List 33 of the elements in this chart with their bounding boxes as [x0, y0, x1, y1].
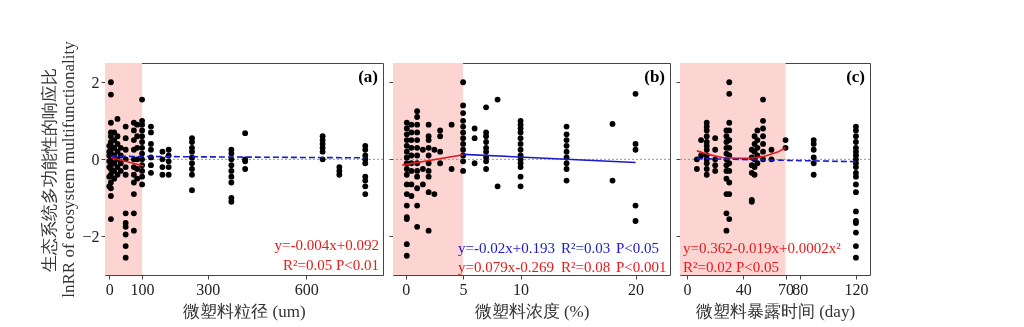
x-tick-label: 5 — [459, 280, 468, 298]
annotation: R²=0.02 P<0.05 — [683, 259, 780, 275]
annotation: R²=0.05 P<0.01 — [282, 257, 379, 273]
annotation: (c) — [846, 67, 865, 86]
x-tick-label: 600 — [294, 280, 319, 298]
annotation: R²=0.03 — [561, 240, 611, 256]
x-tick-label: 0 — [683, 280, 692, 298]
annotation: R²=0.08 — [561, 259, 611, 275]
annotation: y=-0.004x+0.092 — [274, 237, 379, 253]
y-axis-title: 生态系统多功能性的响应比 lnRR of ecosystem multifunctionality — [40, 40, 79, 298]
annotation: (a) — [358, 67, 378, 86]
x-axis-title: 微塑料浓度 (%) — [474, 301, 590, 321]
x-tick-label: 0 — [105, 280, 114, 298]
x-tick-label: 10 — [513, 280, 530, 298]
x-tick-label: 0 — [402, 280, 411, 298]
y-tick-label: −2 — [82, 227, 100, 245]
annotation: (b) — [644, 67, 665, 86]
annotation: y=0.079x-0.269 — [458, 259, 554, 275]
y-tick-label: 0 — [91, 150, 100, 168]
x-tick-label: 70 — [778, 280, 795, 298]
annotation: y=0.362-0.019x+0.0002x² — [683, 240, 842, 256]
y-tick-label: 2 — [91, 73, 100, 91]
x-tick-label: 20 — [628, 280, 645, 298]
x-tick-label: 120 — [844, 280, 869, 298]
annotation: y=-0.02x+0.193 — [458, 240, 555, 256]
x-tick-label: 300 — [196, 280, 221, 298]
annotation: P<0.001 — [616, 259, 667, 275]
x-tick-label: 40 — [735, 280, 752, 298]
x-axis-title: 微塑料暴露时间 (day) — [695, 301, 856, 321]
annotation: P<0.05 — [616, 240, 660, 256]
x-tick-label: 80 — [792, 280, 809, 298]
x-axis-title: 微塑料粒径 (um) — [183, 301, 306, 321]
x-tick-label: 100 — [130, 280, 155, 298]
